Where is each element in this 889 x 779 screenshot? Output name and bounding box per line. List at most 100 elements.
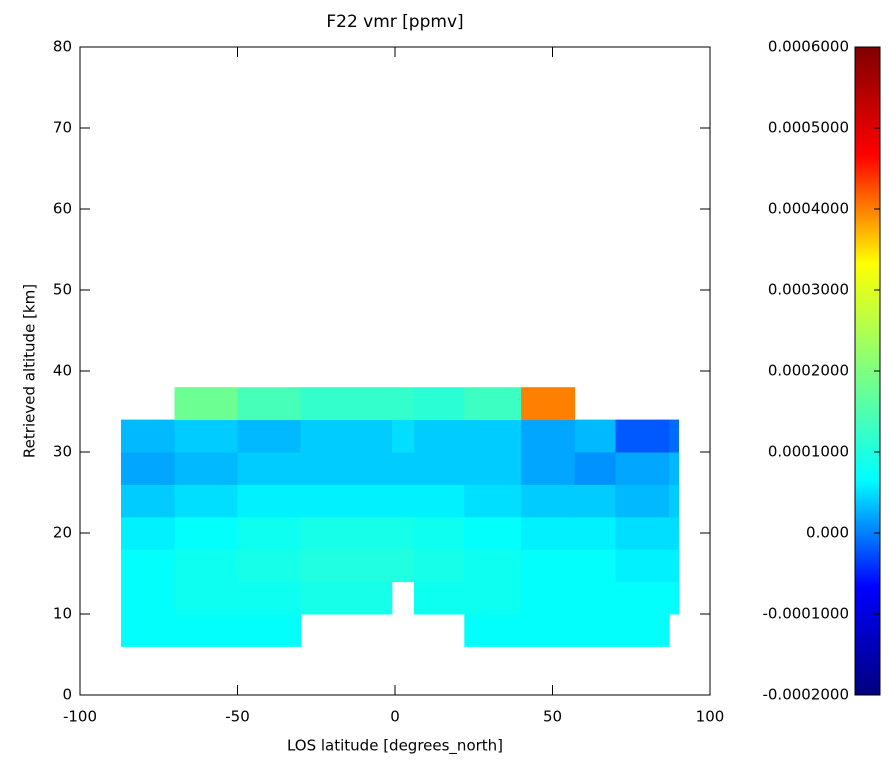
heatmap-cell [237,614,301,647]
heatmap-cell [413,419,465,453]
heatmap-cell [174,614,238,647]
heatmap-cell [300,549,393,583]
heatmap-cell [615,581,670,615]
y-tick-label: 40 [53,362,72,380]
heatmap-cell [669,516,679,550]
heatmap-cell [574,516,616,550]
heatmap-cell [574,614,616,647]
colorbar-tick-label: 0.0006000 [768,38,849,56]
x-tick-label: -100 [63,708,97,726]
heatmap-cell [300,452,393,485]
heatmap-cell [521,516,576,550]
x-tick-label: 100 [696,708,725,726]
heatmap-cell [521,549,576,583]
heatmap-cell [574,581,616,615]
colorbar-tick-label: -0.0001000 [762,605,849,623]
colorbar-tick-label: 0.0001000 [768,443,849,461]
heatmap-cell [574,484,616,518]
y-tick-label: 70 [53,119,72,137]
heatmap-cell [391,549,415,583]
heatmap-cell [615,419,670,453]
colorbar-tick-label: -0.0002000 [762,686,849,704]
heatmap-cell [413,484,465,518]
chart-title: F22 vmr [ppmv] [326,12,463,32]
colorbar-tick-label: 0.000 [806,524,849,542]
heatmap-cell [174,581,238,615]
heatmap-cell [413,549,465,583]
heatmap-cell [174,484,238,518]
x-axis-label: LOS latitude [degrees_north] [287,737,503,756]
heatmap-cell [174,549,238,583]
heatmap-cell [574,452,616,485]
heatmap-cell [464,484,522,518]
x-tick-label: 50 [543,708,562,726]
heatmap-cell [300,516,393,550]
heatmap-cell [521,614,576,647]
heatmap-cell [615,516,670,550]
heatmap-cell [237,549,301,583]
heatmap-cell [174,452,238,485]
y-tick-label: 10 [53,605,72,623]
heatmap-cell [237,484,301,518]
heatmap-cell [413,516,465,550]
y-axis-label: Retrieved altitude [km] [21,284,39,458]
colorbar-tick-label: 0.0005000 [768,119,849,137]
heatmap-cell [464,452,522,485]
heatmap-cell [391,484,415,518]
x-tick-label: -50 [225,708,250,726]
heatmap-cell [120,614,175,647]
heatmap-cell [174,387,238,421]
heatmap-cell [174,419,238,453]
heatmap-cell [521,452,576,485]
heatmap-cell [391,452,415,485]
heatmap-cell [464,549,522,583]
heatmap-cell [300,581,393,615]
heatmap-cell [464,614,522,647]
heatmap-cell [120,516,175,550]
heatmap-cell [120,484,175,518]
heatmap-cell [120,452,175,485]
colorbar-tick-label: 0.0003000 [768,281,849,299]
heatmap-cell [300,387,393,421]
heatmap-cell [669,581,679,615]
heatmap-cell [669,419,679,453]
heatmap-cell [615,614,670,647]
heatmap-cell [615,549,670,583]
colorbar [854,46,881,696]
heatmap-cell [464,581,522,615]
heatmap-cell [521,387,576,421]
heatmap-cell [669,549,679,583]
heatmap-cell [391,387,415,421]
heatmap-cell [669,452,679,485]
heatmap-cell [521,581,576,615]
heatmap-cell [615,452,670,485]
heatmap-cell [237,452,301,485]
heatmap-cell [413,387,465,421]
heatmap-cell [120,549,175,583]
heatmap-cell [391,516,415,550]
heatmap-cell [237,387,301,421]
heatmap-cell [237,516,301,550]
heatmap-cell [391,419,415,453]
heatmap-cell [574,419,616,453]
y-tick-label: 0 [62,686,72,704]
heatmap-cell [237,419,301,453]
heatmap-cell [174,516,238,550]
heatmap-cell [464,387,522,421]
y-tick-label: 50 [53,281,72,299]
heatmap-cell [521,419,576,453]
heatmap-cell [574,549,616,583]
heatmap-cell [300,419,393,453]
heatmap-cell [413,581,465,615]
heatmap-cell [120,581,175,615]
y-tick-label: 30 [53,443,72,461]
heatmap-cell [300,484,393,518]
colorbar-tick-label: 0.0004000 [768,200,849,218]
y-tick-label: 80 [53,38,72,56]
heatmap-cell [413,452,465,485]
heatmap-cell [120,419,175,453]
heatmap-cell [464,419,522,453]
y-tick-label: 20 [53,524,72,542]
heatmap-cell [237,581,301,615]
